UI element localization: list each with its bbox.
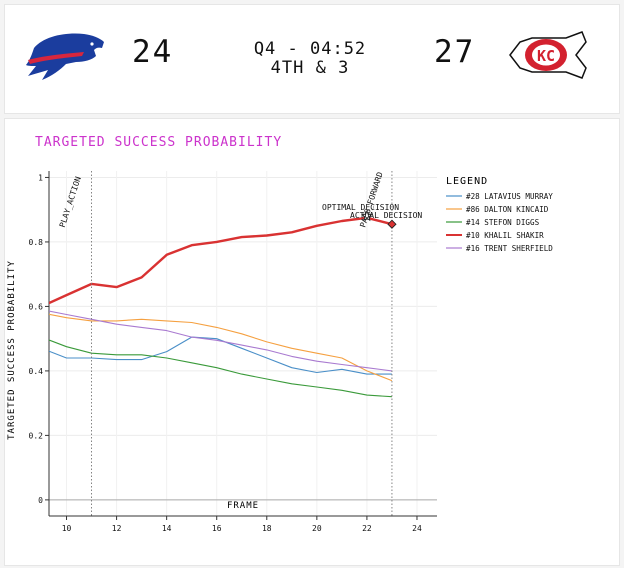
x-tick-label: 18 [262,524,272,533]
x-tick-label: 10 [62,524,72,533]
legend: #28 LATAVIUS MURRAY #86 DALTON KINCAID #14… [446,192,553,253]
y-tick-label: 0 [38,496,43,505]
series-line-3 [49,216,393,305]
svg-text:KC: KC [537,47,555,65]
legend-entry: #28 LATAVIUS MURRAY [466,192,553,201]
x-tick-label: 22 [362,524,372,533]
series-lines [49,216,393,398]
x-tick-label: 16 [212,524,222,533]
x-tick-label: 20 [312,524,322,533]
buffalo-bills-logo-icon [26,33,104,80]
series-line-4 [49,310,392,372]
home-score: 24 [132,34,174,70]
y-tick-label: 0.2 [29,431,44,440]
y-axis-label: TARGETED SUCCESS PROBABILITY [7,260,17,440]
x-axis-label: FRAME [227,501,259,511]
legend-title: LEGEND [446,176,488,187]
x-tick-label: 24 [412,524,422,533]
away-score: 27 [434,34,476,70]
actual-decision-marker [387,219,397,229]
kansas-city-chiefs-logo-icon: KC [509,31,587,79]
game-clock: Q4 - 04:52 [253,39,367,59]
event-label: PLAY_ACTION [58,175,83,228]
x-tick-label: 12 [112,524,122,533]
chart-card [4,118,620,566]
y-tick-label: 0.6 [29,302,44,311]
series-line-2 [49,339,392,398]
legend-entry: #10 KHALIL SHAKIR [466,231,544,240]
down-and-distance: 4TH & 3 [270,58,350,78]
optimal-decision-marker [361,209,373,222]
actual-decision-label: ACTUAL DECISION [350,211,422,220]
chart-title: TARGETED SUCCESS PROBABILITY [35,135,282,150]
x-tick-label: 14 [162,524,172,533]
legend-entry: #16 TRENT SHERFIELD [466,244,553,253]
axes: 0 0.2 0.4 0.6 0.8 1 10 12 14 16 18 20 22 24 [29,171,437,533]
legend-entry: #14 STEFON DIGGS [466,218,540,227]
series-line-0 [49,336,392,375]
y-tick-label: 0.8 [29,238,44,247]
legend-entry: #86 DALTON KINCAID [466,205,549,214]
optimal-decision-label: OPTIMAL DECISION [322,203,399,212]
y-tick-label: 0.4 [29,367,44,376]
y-tick-label: 1 [38,173,43,182]
grid [49,171,437,516]
